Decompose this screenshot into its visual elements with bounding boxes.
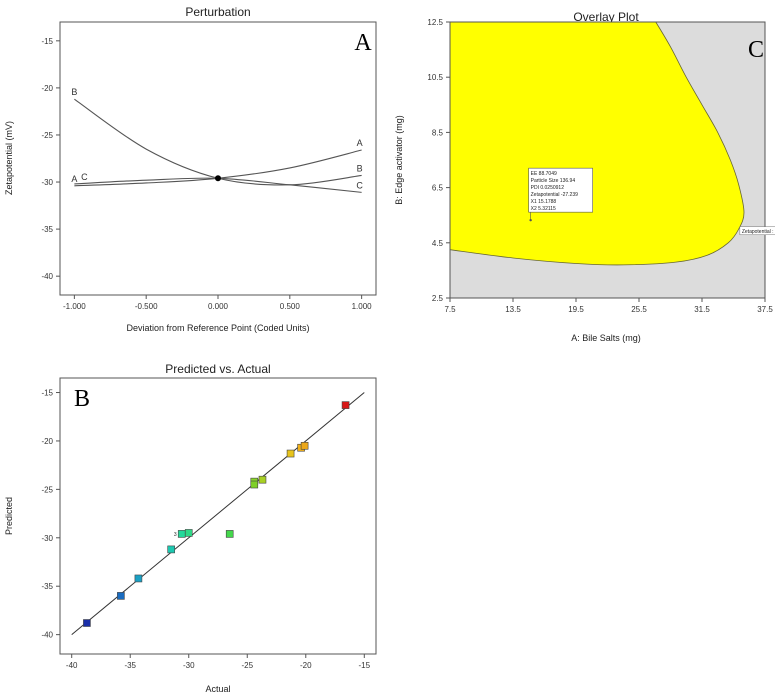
predicted-vs-actual-y-tick-label: -35 <box>41 582 53 591</box>
perturbation-y-tick-label: -20 <box>41 84 53 93</box>
data-point-marker <box>341 401 350 409</box>
predicted-vs-actual-x-axis-label: Actual <box>205 684 230 694</box>
panel-label-b: B <box>74 386 90 412</box>
prediction-flag-line: EE 88.7049 <box>531 171 557 177</box>
data-point-marker <box>167 545 175 554</box>
predicted-vs-actual-y-axis-label: Predicted <box>4 497 14 535</box>
overlay-plot-chart: Overlay Plot C 7.5 13.5 19.5 25.5 31.5 37.5 2… <box>394 10 775 343</box>
perturbation-series-b-line <box>74 98 362 186</box>
predicted-vs-actual-x-tick-label: -15 <box>359 661 371 670</box>
perturbation-chart: Perturbation A -1.000 -0.500 0.000 0.500 1.0… <box>4 5 377 333</box>
data-point-marker <box>300 441 309 450</box>
overlay-y-tick-label: 4.5 <box>432 239 444 248</box>
perturbation-series-c-end-label: C <box>356 180 363 190</box>
perturbation-x-axis-label: Deviation from Reference Point (Coded Un… <box>126 323 309 333</box>
perturbation-y-tick-label: -25 <box>41 131 53 140</box>
panel-label-a: A <box>354 30 372 56</box>
overlay-y-tick-label: 8.5 <box>432 128 444 137</box>
feasible-region <box>449 21 745 266</box>
data-point-marker <box>258 475 267 484</box>
contour-label: Zetapotential : -16.59 <box>739 226 775 236</box>
prediction-flag-line: X2 5.32115 <box>531 206 556 212</box>
overlay-plot-frame <box>449 21 766 299</box>
data-point-marker <box>286 449 295 458</box>
data-point-marker <box>134 574 143 583</box>
perturbation-series-a-end-label: A <box>357 138 363 148</box>
contour-label-text: Zetapotential : -16.59 <box>742 229 775 235</box>
predicted-vs-actual-x-tick-label: -20 <box>300 661 312 670</box>
overlay-x-tick-label: 37.5 <box>757 305 773 314</box>
perturbation-x-tick-label: -1.000 <box>63 302 86 311</box>
data-point-marker <box>117 592 125 600</box>
overlay-y-axis-label: B: Edge activator (mg) <box>394 115 404 205</box>
reference-point-marker <box>215 175 221 182</box>
predicted-vs-actual-y-tick-label: -20 <box>41 437 53 446</box>
overlay-x-axis-label: A: Bile Salts (mg) <box>571 333 641 343</box>
perturbation-title: Perturbation <box>185 5 250 19</box>
overlay-y-tick-label: 6.5 <box>432 184 444 193</box>
perturbation-x-tick-label: 0.000 <box>208 302 229 311</box>
perturbation-series-c-start-label: C <box>81 172 88 182</box>
predicted-vs-actual-y-tick-label: -15 <box>41 389 53 398</box>
data-point-marker <box>83 619 91 627</box>
data-point-marker <box>177 530 186 538</box>
data-point-marker <box>184 529 193 537</box>
predicted-vs-actual-x-tick-label: -35 <box>124 661 136 670</box>
predicted-vs-actual-chart: Predicted vs. Actual B -40 -35 -30 -25 -20 -1… <box>4 362 377 694</box>
perturbation-x-tick-label: -0.500 <box>135 302 158 311</box>
data-point-marker <box>250 480 259 489</box>
predicted-vs-actual-x-tick-label: -30 <box>183 661 195 670</box>
overlay-x-tick-label: 7.5 <box>444 305 456 314</box>
fit-line <box>71 392 365 636</box>
perturbation-y-tick-label: -35 <box>41 225 53 234</box>
predicted-vs-actual-y-tick-label: -40 <box>41 631 53 640</box>
perturbation-series-a-start-label: A <box>71 174 77 184</box>
point-count-annotation: 3 <box>174 532 177 538</box>
perturbation-series-b-end-label: B <box>357 163 363 173</box>
overlay-y-tick-label: 2.5 <box>432 294 444 303</box>
perturbation-y-tick-label: -40 <box>41 272 53 281</box>
overlay-y-tick-label: 12.5 <box>427 18 443 27</box>
overlay-x-tick-label: 25.5 <box>631 305 647 314</box>
perturbation-y-tick-label: -15 <box>41 37 53 46</box>
overlay-y-tick-label: 10.5 <box>427 73 443 82</box>
perturbation-x-tick-label: 0.500 <box>280 302 301 311</box>
contour-label-box <box>739 226 775 236</box>
predicted-vs-actual-title: Predicted vs. Actual <box>165 362 270 376</box>
prediction-flag-line: PDI 0.0250912 <box>531 185 565 191</box>
predicted-vs-actual-x-tick-label: -25 <box>241 661 253 670</box>
prediction-flag-line: X1 15.1788 <box>531 199 557 205</box>
overlay-x-tick-label: 31.5 <box>694 305 710 314</box>
overlay-plot-title: Overlay Plot <box>573 10 639 24</box>
overlay-x-tick-label: 19.5 <box>568 305 584 314</box>
prediction-flag-box <box>528 167 593 213</box>
predicted-vs-actual-y-tick-label: -25 <box>41 485 53 494</box>
predicted-vs-actual-plot-frame <box>59 377 377 655</box>
perturbation-x-tick-label: 1.000 <box>352 302 373 311</box>
prediction-flag-line: Particle Size 136.94 <box>531 178 576 184</box>
predicted-vs-actual-x-tick-label: -40 <box>66 661 78 670</box>
perturbation-series-b-start-label: B <box>71 87 77 97</box>
perturbation-y-tick-label: -30 <box>41 178 53 187</box>
perturbation-y-axis-label: Zetapotential (mV) <box>4 121 14 195</box>
predicted-vs-actual-y-tick-label: -30 <box>41 534 53 543</box>
prediction-point-marker <box>529 218 532 222</box>
overlay-x-tick-label: 13.5 <box>505 305 521 314</box>
panel-label-c: C <box>748 37 764 63</box>
data-point-marker <box>225 530 234 538</box>
prediction-flag-line: Zetapotential -27.239 <box>531 192 578 198</box>
